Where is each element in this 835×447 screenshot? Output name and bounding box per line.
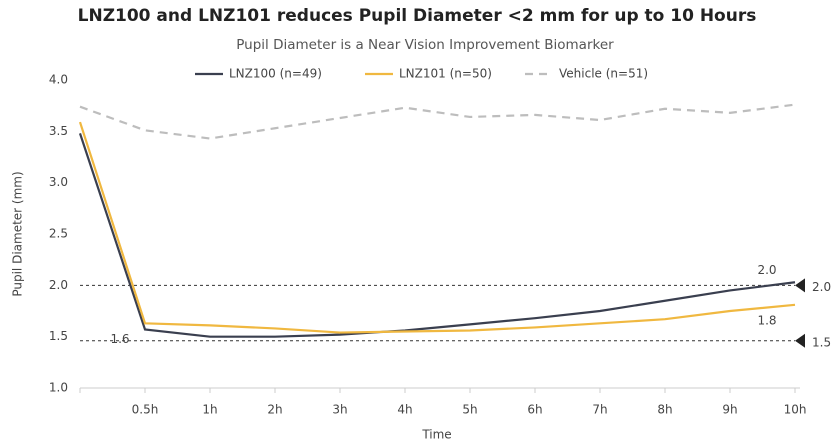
y-tick-label: 4.0 — [49, 73, 68, 87]
y-axis-label: Pupil Diameter (mm) — [11, 171, 25, 296]
x-tick-label: 1h — [202, 403, 217, 417]
x-tick-label: 7h — [592, 403, 607, 417]
series-line — [78, 121, 796, 334]
chart-title: LNZ100 and LNZ101 reduces Pupil Diameter… — [78, 6, 757, 26]
legend-label: LNZ101 (n=50) — [399, 67, 492, 81]
chart-subtitle: Pupil Diameter is a Near Vision Improvem… — [236, 37, 614, 53]
x-tick-label: 0.5h — [132, 403, 159, 417]
y-tick-label: 2.0 — [49, 278, 68, 292]
y-tick-label: 1.5 — [49, 329, 68, 343]
y-tick-label: 3.5 — [49, 124, 68, 138]
reference-marker — [795, 333, 805, 348]
x-tick-label: 2h — [267, 403, 282, 417]
reference-marker — [795, 278, 805, 293]
x-tick-label: 3h — [332, 403, 347, 417]
legend-label: LNZ100 (n=49) — [229, 67, 322, 81]
reference-label: 2.0 — [812, 280, 831, 294]
data-label: 1.8 — [757, 313, 776, 327]
x-axis-label: Time — [421, 428, 451, 442]
y-tick-label: 1.0 — [49, 381, 68, 395]
data-label: 1.6 — [110, 332, 129, 346]
x-tick-label: 10h — [784, 403, 807, 417]
series-line — [79, 103, 796, 140]
reference-label: 1.5 — [812, 335, 831, 349]
data-label: 2.0 — [757, 263, 776, 277]
x-tick-label: 5h — [462, 403, 477, 417]
x-tick-label: 4h — [397, 403, 412, 417]
legend-label: Vehicle (n=51) — [559, 67, 648, 81]
x-tick-label: 6h — [527, 403, 542, 417]
series-line — [78, 133, 796, 338]
y-tick-label: 3.0 — [49, 175, 68, 189]
x-tick-label: 9h — [722, 403, 737, 417]
x-tick-label: 8h — [657, 403, 672, 417]
y-tick-label: 2.5 — [49, 227, 68, 241]
